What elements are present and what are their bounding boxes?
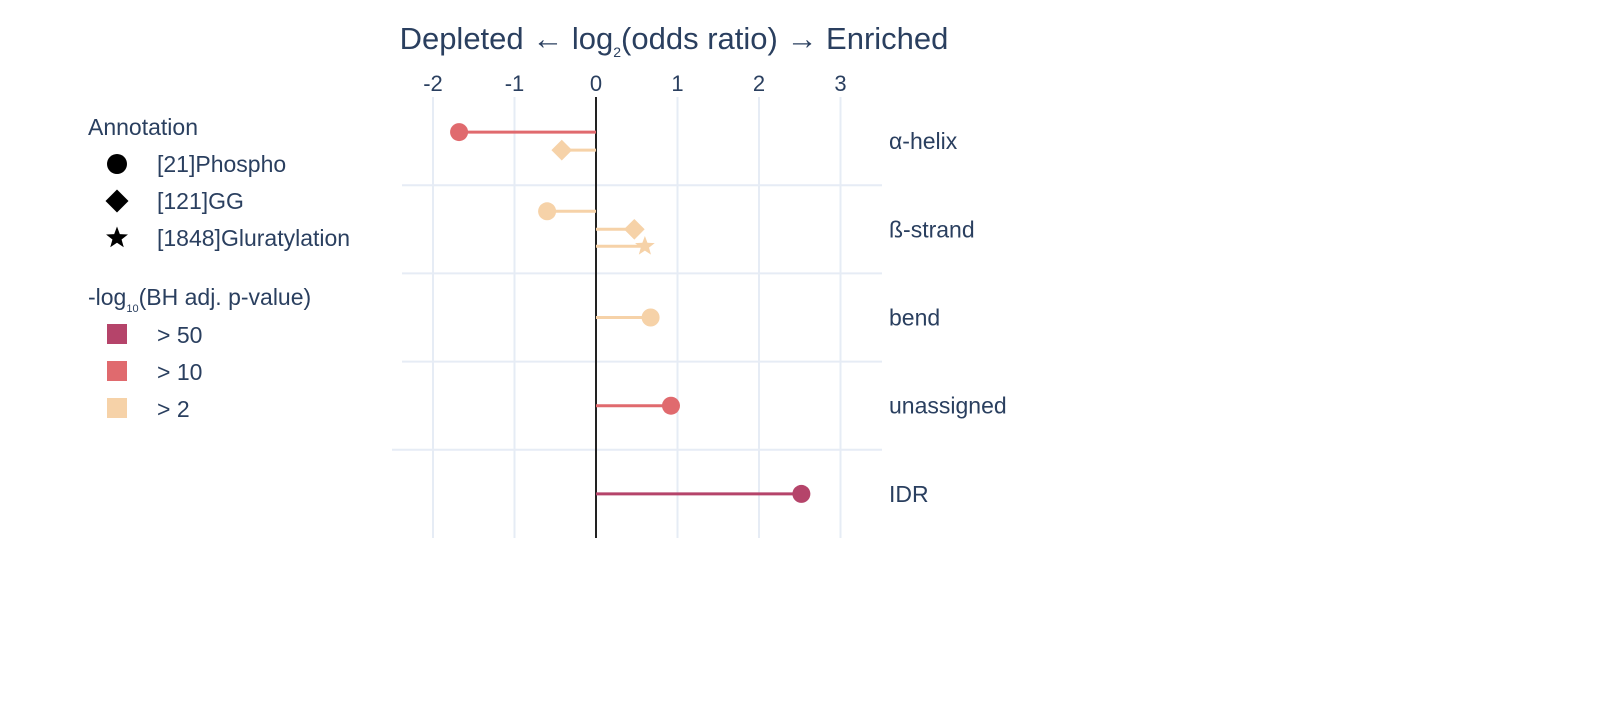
marks-layer [450, 123, 811, 503]
lollipop-point-strand-121-gg [623, 218, 645, 240]
lollipop-point-helix-21-phospho [450, 123, 469, 142]
annotation-legend-title: Annotation [88, 114, 198, 140]
lollipop-point-unassigned-21-phospho [661, 396, 680, 415]
legend-symbol-diamond-icon [105, 189, 129, 213]
significance-legend-items: > 50 > 10 > 2 [107, 322, 202, 422]
significance-legend-label: > 2 [157, 396, 190, 422]
category-label-strand: ß-strand [889, 216, 975, 242]
significance-legend-title: -log10(BH adj. p-value) [88, 284, 311, 315]
significance-legend-label: > 50 [157, 322, 202, 348]
significance-legend-label: > 10 [157, 359, 202, 385]
lollipop-point-strand-1848-gluratylation [635, 235, 655, 255]
x-tick-label: -1 [505, 71, 525, 96]
legend: Annotation [21]Phospho [121]GG [1848]Glura… [88, 114, 350, 422]
x-tick-label: 1 [671, 71, 683, 96]
category-label-idr: IDR [889, 481, 929, 507]
category-label-bend: bend [889, 305, 940, 331]
x-tick-label: -2 [423, 71, 443, 96]
significance-title-prefix: -log [88, 284, 126, 310]
annotation-legend-label: [121]GG [157, 188, 244, 214]
chart-title: Depleted ← log2(odds ratio) → Enriched [400, 21, 949, 60]
legend-symbol-circle-icon [107, 154, 127, 174]
category-labels: α-helix ß-strand bend unassigned IDR [889, 128, 1007, 507]
annotation-legend-label: [1848]Gluratylation [157, 225, 350, 251]
grid-layer [392, 97, 882, 538]
lollipop-point-idr-21-phospho [792, 484, 811, 503]
title-suffix: (odds ratio) → Enriched [621, 21, 948, 56]
category-label-helix: α-helix [889, 128, 958, 154]
x-tick-label: 2 [753, 71, 765, 96]
legend-color-swatch [107, 398, 127, 418]
x-axis-ticks: -2 -1 0 1 2 3 [423, 71, 846, 96]
title-prefix: Depleted ← log [400, 21, 614, 56]
x-tick-label: 0 [590, 71, 602, 96]
legend-color-swatch [107, 324, 127, 344]
legend-symbol-star-icon [106, 226, 128, 248]
significance-title-subscript: 10 [126, 303, 138, 315]
x-tick-label: 3 [834, 71, 846, 96]
annotation-legend-items: [21]Phospho [121]GG [1848]Gluratylation [105, 151, 350, 251]
legend-color-swatch [107, 361, 127, 381]
lollipop-point-bend-21-phospho [641, 308, 660, 327]
significance-title-suffix: (BH adj. p-value) [139, 284, 312, 310]
lollipop-point-helix-121-gg [551, 139, 573, 161]
title-subscript: 2 [613, 44, 621, 60]
lollipop-point-strand-21-phospho [538, 202, 557, 221]
annotation-legend-label: [21]Phospho [157, 151, 286, 177]
category-label-unassigned: unassigned [889, 393, 1007, 419]
